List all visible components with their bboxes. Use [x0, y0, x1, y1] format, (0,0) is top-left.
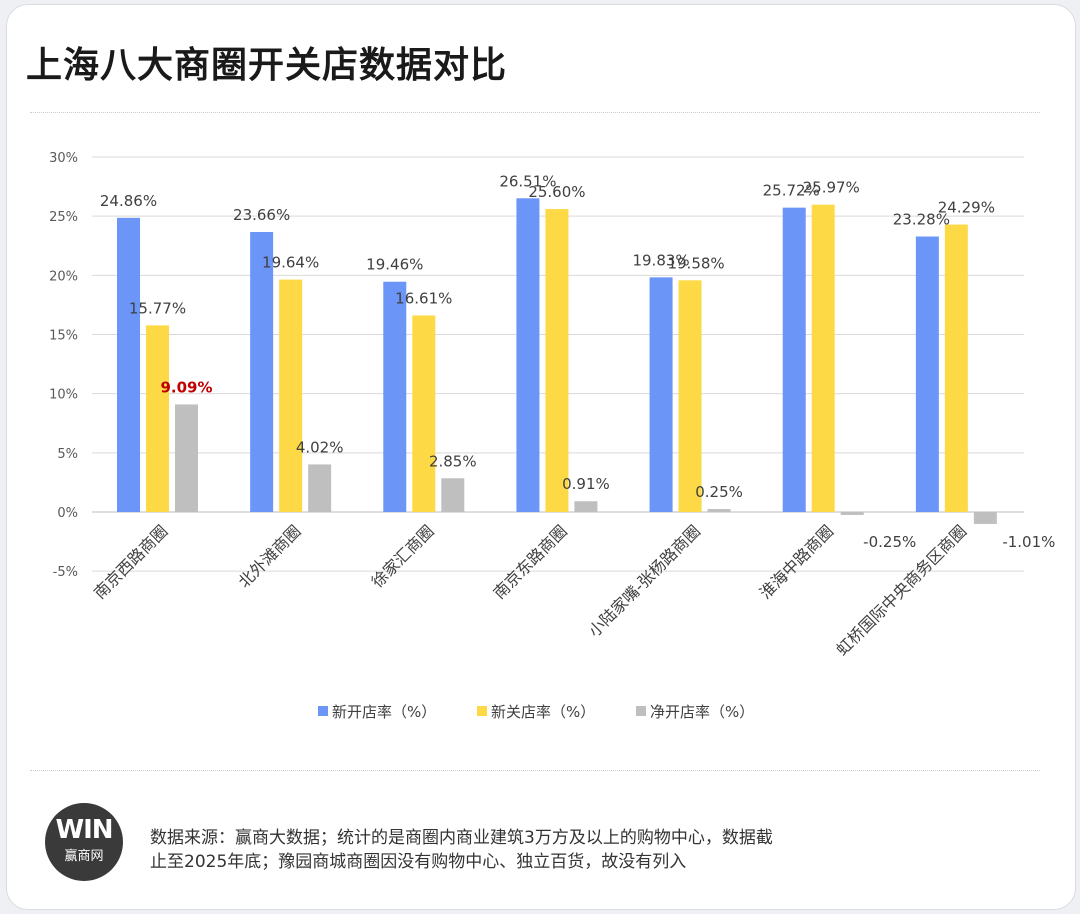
x-tick-label: 徐家汇商圈	[368, 521, 438, 591]
data-label: 19.83%	[632, 251, 689, 269]
footer-divider	[30, 770, 1040, 771]
data-label: 26.51%	[499, 172, 556, 190]
page-title: 上海八大商圈开关店数据对比	[26, 45, 508, 86]
x-tick-label: 小陆家嘴-张杨路商圈	[585, 521, 704, 640]
data-label: 19.64%	[262, 254, 319, 272]
bar	[383, 281, 407, 512]
data-label: 0.25%	[695, 483, 743, 501]
data-label: 23.28%	[893, 211, 950, 229]
data-label: 25.97%	[803, 179, 860, 197]
x-tick-label: 北外滩商圈	[235, 521, 305, 591]
bar	[649, 277, 673, 512]
data-label: 25.60%	[528, 183, 585, 201]
footer-line-1: 数据来源：赢商大数据；统计的是商圈内商业建筑3万方及以上的购物中心，数据截	[150, 828, 773, 848]
y-tick-label: 20%	[49, 269, 78, 284]
bar	[175, 404, 198, 512]
data-label: 24.86%	[100, 192, 157, 210]
data-label: 4.02%	[296, 438, 344, 456]
footer-line-2: 止至2025年底；豫园商城商圈因没有购物中心、独立百货，故没有列入	[150, 852, 687, 872]
legend-swatch	[636, 706, 646, 716]
bar	[944, 224, 968, 512]
bar	[811, 204, 835, 512]
bar	[308, 464, 332, 512]
data-label: 24.29%	[938, 199, 995, 217]
bar	[117, 217, 140, 512]
bar	[146, 325, 169, 512]
bar	[707, 509, 731, 512]
legend-label: 净开店率（%）	[650, 703, 754, 721]
data-label: 15.77%	[129, 299, 186, 317]
data-label: 16.61%	[395, 289, 452, 307]
x-tick-label: 南京西路商圈	[90, 521, 171, 602]
title-divider	[30, 112, 1040, 113]
logo-mark: WIN	[55, 815, 113, 845]
bar	[516, 198, 540, 512]
data-label: 19.58%	[667, 254, 724, 272]
bar	[574, 501, 598, 512]
legend-label: 新开店率（%）	[332, 703, 436, 721]
y-tick-label: 5%	[57, 447, 78, 462]
bar	[279, 279, 303, 512]
data-label: 0.91%	[562, 475, 610, 493]
bar	[250, 232, 274, 513]
footer-note: 数据来源：赢商大数据；统计的是商圈内商业建筑3万方及以上的购物中心，数据截 止至…	[150, 826, 910, 874]
bar	[782, 207, 806, 512]
bar	[545, 209, 569, 513]
data-label: -0.25%	[863, 533, 916, 551]
data-label: 23.66%	[233, 206, 290, 224]
x-tick-label: 淮海中路商圈	[756, 521, 837, 602]
y-tick-label: 15%	[49, 329, 78, 344]
bar	[441, 478, 465, 512]
logo-name: 赢商网	[64, 849, 104, 864]
bar	[973, 512, 997, 524]
y-tick-label: -5%	[53, 565, 78, 580]
legend-label: 新关店率（%）	[491, 703, 595, 721]
bar	[678, 280, 702, 512]
bar	[412, 315, 436, 512]
legend-swatch	[318, 706, 328, 716]
bar	[840, 512, 864, 515]
y-tick-label: 10%	[49, 388, 78, 403]
data-label: 2.85%	[429, 452, 477, 470]
y-tick-label: 0%	[57, 506, 78, 521]
data-label: 25.72%	[763, 182, 820, 200]
data-label: 9.09%	[160, 378, 212, 396]
y-tick-label: 25%	[49, 210, 78, 225]
logo: WIN 赢商网	[45, 803, 123, 881]
bar	[915, 236, 939, 512]
x-tick-label: 南京东路商圈	[490, 521, 571, 602]
legend-swatch	[477, 706, 487, 716]
y-tick-label: 30%	[49, 151, 78, 166]
data-label: -1.01%	[1002, 533, 1055, 551]
data-label: 19.46%	[366, 256, 423, 274]
